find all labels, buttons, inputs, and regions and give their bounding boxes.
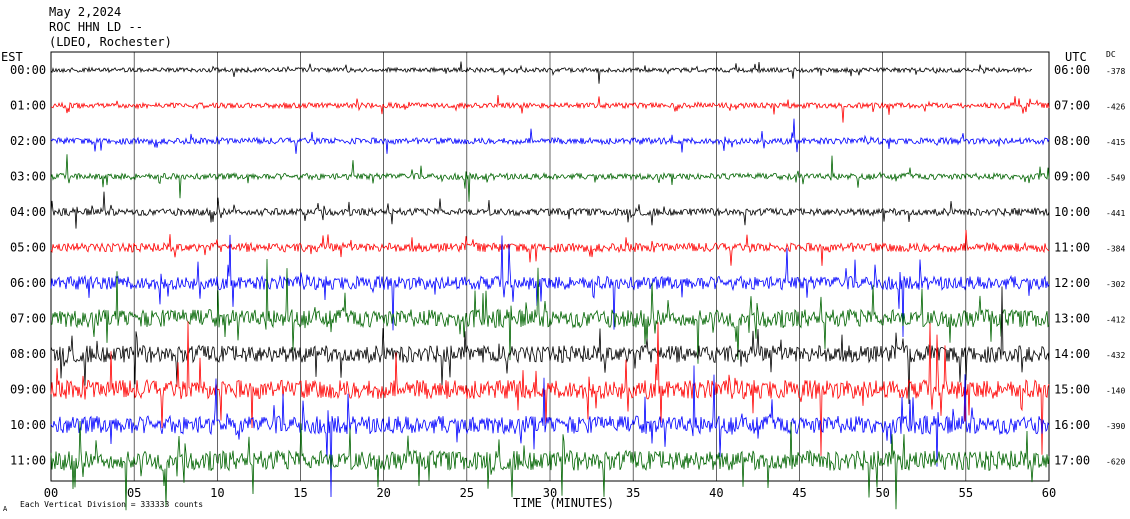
utc-time-label: 09:00	[1054, 170, 1090, 184]
est-time-label: 03:00	[10, 170, 46, 184]
utc-time-label: 14:00	[1054, 347, 1090, 361]
dc-offset-label: -415	[1106, 138, 1125, 147]
trace-row-10	[50, 365, 1050, 498]
dc-offset-label: -620	[1106, 458, 1125, 467]
est-time-label: 10:00	[10, 418, 46, 432]
chart-date: May 2,2024	[49, 5, 121, 19]
trace-row-8	[50, 286, 1050, 405]
dc-offset-label: -140	[1106, 387, 1125, 396]
dc-offset-label: -384	[1106, 245, 1125, 254]
utc-time-label: 10:00	[1054, 205, 1090, 219]
dc-offset-label: -378	[1106, 67, 1125, 76]
x-tick-label: 00	[44, 486, 58, 500]
trace-row-11	[50, 420, 1050, 511]
utc-time-label: 07:00	[1054, 99, 1090, 113]
trace-row-7	[50, 258, 1050, 364]
est-time-label: 02:00	[10, 134, 46, 148]
x-tick-label: 40	[709, 486, 723, 500]
row-labels: 00:00 06:00 -378 01:00 07:00 -426 02:00 08:00 -4…	[10, 63, 1125, 468]
utc-time-label: 13:00	[1054, 312, 1090, 326]
est-time-label: 07:00	[10, 312, 46, 326]
x-tick-label: 45	[792, 486, 806, 500]
network-name: (LDEO, Rochester)	[49, 35, 172, 49]
x-tick-label: 20	[376, 486, 390, 500]
utc-time-label: 11:00	[1054, 241, 1090, 255]
x-tick-label: 55	[959, 486, 973, 500]
est-time-label: 06:00	[10, 276, 46, 290]
x-tick-label: 60	[1042, 486, 1056, 500]
est-time-label: 09:00	[10, 383, 46, 397]
trace-row-6	[50, 234, 1050, 338]
dc-offset-label: -426	[1106, 103, 1125, 112]
dc-offset-label: -390	[1106, 422, 1125, 431]
corner-mark: A	[3, 505, 8, 513]
trace-row-5	[50, 229, 1050, 266]
trace-row-0	[50, 61, 1033, 84]
x-tick-label: 05	[127, 486, 141, 500]
utc-time-label: 12:00	[1054, 276, 1090, 290]
utc-time-label: 15:00	[1054, 383, 1090, 397]
seismic-traces	[50, 61, 1050, 511]
x-tick-label: 50	[875, 486, 889, 500]
minute-gridlines	[50, 52, 1050, 481]
x-axis-label: TIME (MINUTES)	[513, 496, 614, 510]
trace-row-4	[50, 191, 1050, 229]
trace-row-1	[50, 94, 1050, 123]
station-code: ROC HHN LD --	[49, 20, 143, 34]
x-tick-label: 10	[210, 486, 224, 500]
dc-offset-label: -412	[1106, 316, 1125, 325]
x-axis-ticks: 00 05 10 15 20 25 30 35 40 45 50 55 60	[44, 486, 1056, 500]
dc-offset-label: -432	[1106, 351, 1125, 360]
dc-offset-label: -302	[1106, 280, 1125, 289]
x-tick-label: 35	[626, 486, 640, 500]
trace-row-3	[50, 154, 1050, 202]
x-tick-label: 30	[543, 486, 557, 500]
est-time-label: 05:00	[10, 241, 46, 255]
utc-time-label: 16:00	[1054, 418, 1090, 432]
est-time-label: 01:00	[10, 99, 46, 113]
x-tick-label: 15	[293, 486, 307, 500]
trace-row-2	[50, 118, 1050, 154]
vertical-division-note: Each Vertical Division = 333333 counts	[20, 500, 203, 509]
utc-time-label: 06:00	[1054, 63, 1090, 77]
dc-label: DC	[1106, 50, 1116, 59]
dc-offset-label: -549	[1106, 174, 1125, 183]
trace-row-9	[50, 321, 1050, 456]
dc-offset-label: -441	[1106, 209, 1125, 218]
est-time-label: 08:00	[10, 347, 46, 361]
utc-label: UTC	[1065, 50, 1087, 64]
est-time-label: 11:00	[10, 454, 46, 468]
utc-time-label: 08:00	[1054, 134, 1090, 148]
est-label: EST	[1, 50, 23, 64]
est-time-label: 00:00	[10, 63, 46, 77]
utc-time-label: 17:00	[1054, 454, 1090, 468]
est-time-label: 04:00	[10, 205, 46, 219]
x-tick-label: 25	[460, 486, 474, 500]
